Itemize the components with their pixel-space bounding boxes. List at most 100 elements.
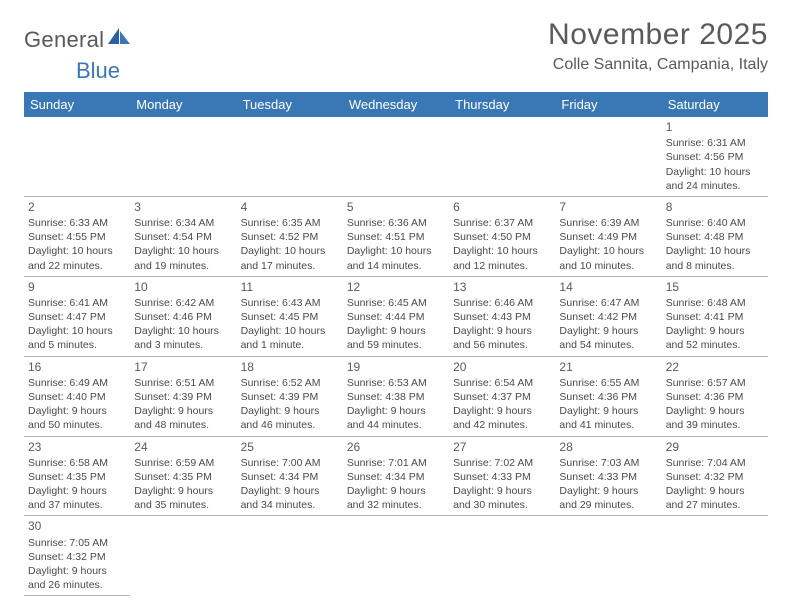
day-number: 14 [559,279,657,295]
sunset-line: Sunset: 4:32 PM [28,550,126,564]
sunrise-line: Sunrise: 6:55 AM [559,376,657,390]
calendar-cell: 28Sunrise: 7:03 AMSunset: 4:33 PMDayligh… [555,436,661,516]
day-number: 16 [28,359,126,375]
calendar-cell: 1Sunrise: 6:31 AMSunset: 4:56 PMDaylight… [662,117,768,196]
daylight-line: Daylight: 10 hours and 8 minutes. [666,244,764,272]
day-number: 24 [134,439,232,455]
calendar-cell: 16Sunrise: 6:49 AMSunset: 4:40 PMDayligh… [24,356,130,436]
day-number: 10 [134,279,232,295]
sunset-line: Sunset: 4:35 PM [134,470,232,484]
sunset-line: Sunset: 4:51 PM [347,230,445,244]
calendar-cell [130,516,236,596]
sunrise-line: Sunrise: 6:51 AM [134,376,232,390]
sunset-line: Sunset: 4:37 PM [453,390,551,404]
daylight-line: Daylight: 9 hours and 46 minutes. [241,404,339,432]
sunrise-line: Sunrise: 7:01 AM [347,456,445,470]
sunrise-line: Sunrise: 6:57 AM [666,376,764,390]
day-header-row: Sunday Monday Tuesday Wednesday Thursday… [24,92,768,117]
sail-icon [106,26,132,53]
calendar-cell: 5Sunrise: 6:36 AMSunset: 4:51 PMDaylight… [343,196,449,276]
daylight-line: Daylight: 9 hours and 34 minutes. [241,484,339,512]
day-number: 30 [28,518,126,534]
daylight-line: Daylight: 9 hours and 52 minutes. [666,324,764,352]
sunset-line: Sunset: 4:49 PM [559,230,657,244]
day-number: 9 [28,279,126,295]
calendar-cell: 24Sunrise: 6:59 AMSunset: 4:35 PMDayligh… [130,436,236,516]
sunrise-line: Sunrise: 6:59 AM [134,456,232,470]
calendar-cell: 20Sunrise: 6:54 AMSunset: 4:37 PMDayligh… [449,356,555,436]
sunrise-line: Sunrise: 6:41 AM [28,296,126,310]
sunset-line: Sunset: 4:34 PM [241,470,339,484]
daylight-line: Daylight: 10 hours and 1 minute. [241,324,339,352]
daylight-line: Daylight: 9 hours and 35 minutes. [134,484,232,512]
col-monday: Monday [130,92,236,117]
day-number: 25 [241,439,339,455]
sunset-line: Sunset: 4:38 PM [347,390,445,404]
calendar-cell: 13Sunrise: 6:46 AMSunset: 4:43 PMDayligh… [449,276,555,356]
calendar-cell: 23Sunrise: 6:58 AMSunset: 4:35 PMDayligh… [24,436,130,516]
sunset-line: Sunset: 4:33 PM [559,470,657,484]
daylight-line: Daylight: 9 hours and 26 minutes. [28,564,126,592]
day-number: 8 [666,199,764,215]
daylight-line: Daylight: 9 hours and 30 minutes. [453,484,551,512]
sunrise-line: Sunrise: 6:54 AM [453,376,551,390]
sunset-line: Sunset: 4:43 PM [453,310,551,324]
daylight-line: Daylight: 9 hours and 39 minutes. [666,404,764,432]
day-number: 19 [347,359,445,375]
day-number: 7 [559,199,657,215]
title-block: November 2025 Colle Sannita, Campania, I… [548,18,768,74]
daylight-line: Daylight: 10 hours and 10 minutes. [559,244,657,272]
sunset-line: Sunset: 4:33 PM [453,470,551,484]
logo-text-general: General [24,27,104,53]
col-wednesday: Wednesday [343,92,449,117]
daylight-line: Daylight: 9 hours and 48 minutes. [134,404,232,432]
sunrise-line: Sunrise: 6:58 AM [28,456,126,470]
sunrise-line: Sunrise: 6:42 AM [134,296,232,310]
daylight-line: Daylight: 10 hours and 22 minutes. [28,244,126,272]
daylight-line: Daylight: 10 hours and 17 minutes. [241,244,339,272]
sunrise-line: Sunrise: 6:49 AM [28,376,126,390]
calendar-cell [449,516,555,596]
calendar-cell: 30Sunrise: 7:05 AMSunset: 4:32 PMDayligh… [24,516,130,596]
sunset-line: Sunset: 4:36 PM [666,390,764,404]
day-number: 3 [134,199,232,215]
sunrise-line: Sunrise: 6:35 AM [241,216,339,230]
daylight-line: Daylight: 10 hours and 24 minutes. [666,165,764,193]
day-number: 13 [453,279,551,295]
day-number: 18 [241,359,339,375]
day-number: 2 [28,199,126,215]
calendar-row: 1Sunrise: 6:31 AMSunset: 4:56 PMDaylight… [24,117,768,196]
sunset-line: Sunset: 4:56 PM [666,150,764,164]
calendar-cell [555,117,661,196]
calendar-cell [237,516,343,596]
sunrise-line: Sunrise: 7:04 AM [666,456,764,470]
daylight-line: Daylight: 9 hours and 44 minutes. [347,404,445,432]
day-number: 12 [347,279,445,295]
sunrise-line: Sunrise: 6:47 AM [559,296,657,310]
day-number: 5 [347,199,445,215]
sunrise-line: Sunrise: 6:43 AM [241,296,339,310]
sunrise-line: Sunrise: 6:52 AM [241,376,339,390]
sunrise-line: Sunrise: 6:33 AM [28,216,126,230]
calendar-body: 1Sunrise: 6:31 AMSunset: 4:56 PMDaylight… [24,117,768,596]
logo: General [24,18,134,53]
calendar-cell [24,117,130,196]
sunrise-line: Sunrise: 6:31 AM [666,136,764,150]
sunrise-line: Sunrise: 6:40 AM [666,216,764,230]
calendar-row: 30Sunrise: 7:05 AMSunset: 4:32 PMDayligh… [24,516,768,596]
daylight-line: Daylight: 9 hours and 54 minutes. [559,324,657,352]
calendar-cell: 12Sunrise: 6:45 AMSunset: 4:44 PMDayligh… [343,276,449,356]
day-number: 22 [666,359,764,375]
sunset-line: Sunset: 4:50 PM [453,230,551,244]
day-number: 28 [559,439,657,455]
sunset-line: Sunset: 4:39 PM [134,390,232,404]
sunset-line: Sunset: 4:40 PM [28,390,126,404]
calendar-cell [130,117,236,196]
sunset-line: Sunset: 4:36 PM [559,390,657,404]
calendar-cell: 9Sunrise: 6:41 AMSunset: 4:47 PMDaylight… [24,276,130,356]
calendar-cell: 2Sunrise: 6:33 AMSunset: 4:55 PMDaylight… [24,196,130,276]
daylight-line: Daylight: 10 hours and 5 minutes. [28,324,126,352]
day-number: 26 [347,439,445,455]
calendar-cell: 4Sunrise: 6:35 AMSunset: 4:52 PMDaylight… [237,196,343,276]
daylight-line: Daylight: 9 hours and 29 minutes. [559,484,657,512]
